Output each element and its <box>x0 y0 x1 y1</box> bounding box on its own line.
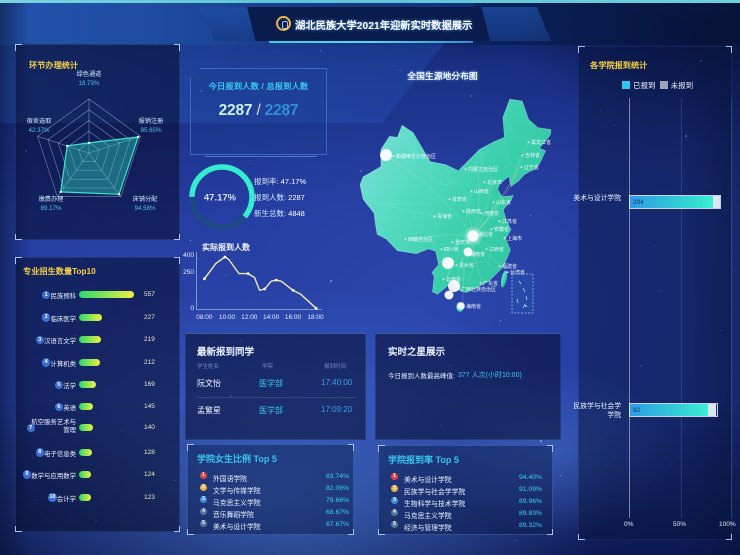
svg-text:西藏自治区: 西藏自治区 <box>408 236 433 243</box>
svg-text:12:00: 12:00 <box>241 314 258 321</box>
svg-text:250: 250 <box>183 269 194 276</box>
svg-text:北京市: 北京市 <box>487 179 502 186</box>
svg-text:89.17%: 89.17% <box>41 205 62 212</box>
svg-text:08:00: 08:00 <box>196 314 213 321</box>
svg-text:辽宁省: 辽宁省 <box>524 164 539 171</box>
svg-text:实际报到人数: 实际报到人数 <box>202 242 251 252</box>
svg-text:贵州省: 贵州省 <box>459 262 474 269</box>
svg-text:广东省: 广东省 <box>483 280 498 287</box>
svg-text:0: 0 <box>190 305 194 312</box>
svg-text:42.37%: 42.37% <box>29 127 50 134</box>
svg-text:10:00: 10:00 <box>219 314 236 321</box>
svg-text:青海省: 青海省 <box>437 213 452 220</box>
svg-text:16:00: 16:00 <box>285 314 302 321</box>
svg-text:黑龙江省: 黑龙江省 <box>531 139 551 146</box>
svg-text:床铺分配: 床铺分配 <box>133 195 158 203</box>
svg-text:湖南省: 湖南省 <box>470 251 485 258</box>
svg-text:河南省: 河南省 <box>484 210 499 217</box>
svg-text:云南省: 云南省 <box>446 276 461 283</box>
svg-text:四川省: 四川省 <box>444 246 459 253</box>
svg-text:新疆维吾尔自治区: 新疆维吾尔自治区 <box>396 153 436 160</box>
svg-text:江西省: 江西省 <box>489 246 504 253</box>
svg-text:山东省: 山东省 <box>496 199 511 206</box>
svg-text:400: 400 <box>183 252 194 259</box>
svg-text:上海市: 上海市 <box>507 235 522 242</box>
svg-text:福建省: 福建省 <box>502 263 517 270</box>
svg-text:湖北省: 湖北省 <box>478 231 493 238</box>
svg-text:陕西省: 陕西省 <box>466 208 481 215</box>
svg-text:报销注册: 报销注册 <box>139 117 164 125</box>
svg-text:甘肃省: 甘肃省 <box>452 196 467 203</box>
svg-text:缴费办理: 缴费办理 <box>39 195 64 203</box>
svg-text:18:00: 18:00 <box>307 314 324 321</box>
svg-text:绿色通道: 绿色通道 <box>77 70 102 78</box>
svg-text:内蒙古自治区: 内蒙古自治区 <box>468 166 498 173</box>
svg-text:18.73%: 18.73% <box>79 80 100 87</box>
svg-text:广西壮族自治区: 广西壮族自治区 <box>461 286 496 293</box>
svg-text:14:00: 14:00 <box>263 314 280 321</box>
svg-text:94.58%: 94.58% <box>135 205 156 212</box>
svg-text:海南省: 海南省 <box>466 303 481 310</box>
svg-text:95.65%: 95.65% <box>141 127 162 134</box>
svg-text:江苏省: 江苏省 <box>502 218 517 225</box>
svg-text:吉林省: 吉林省 <box>525 152 540 159</box>
svg-text:山西省: 山西省 <box>474 188 489 195</box>
svg-text:宿舍选取: 宿舍选取 <box>27 117 52 125</box>
svg-text:安徽省: 安徽省 <box>494 226 509 233</box>
svg-text:台湾省: 台湾省 <box>510 269 525 276</box>
svg-text:重庆市: 重庆市 <box>455 239 470 246</box>
svg-text:47.17%: 47.17% <box>204 193 237 204</box>
